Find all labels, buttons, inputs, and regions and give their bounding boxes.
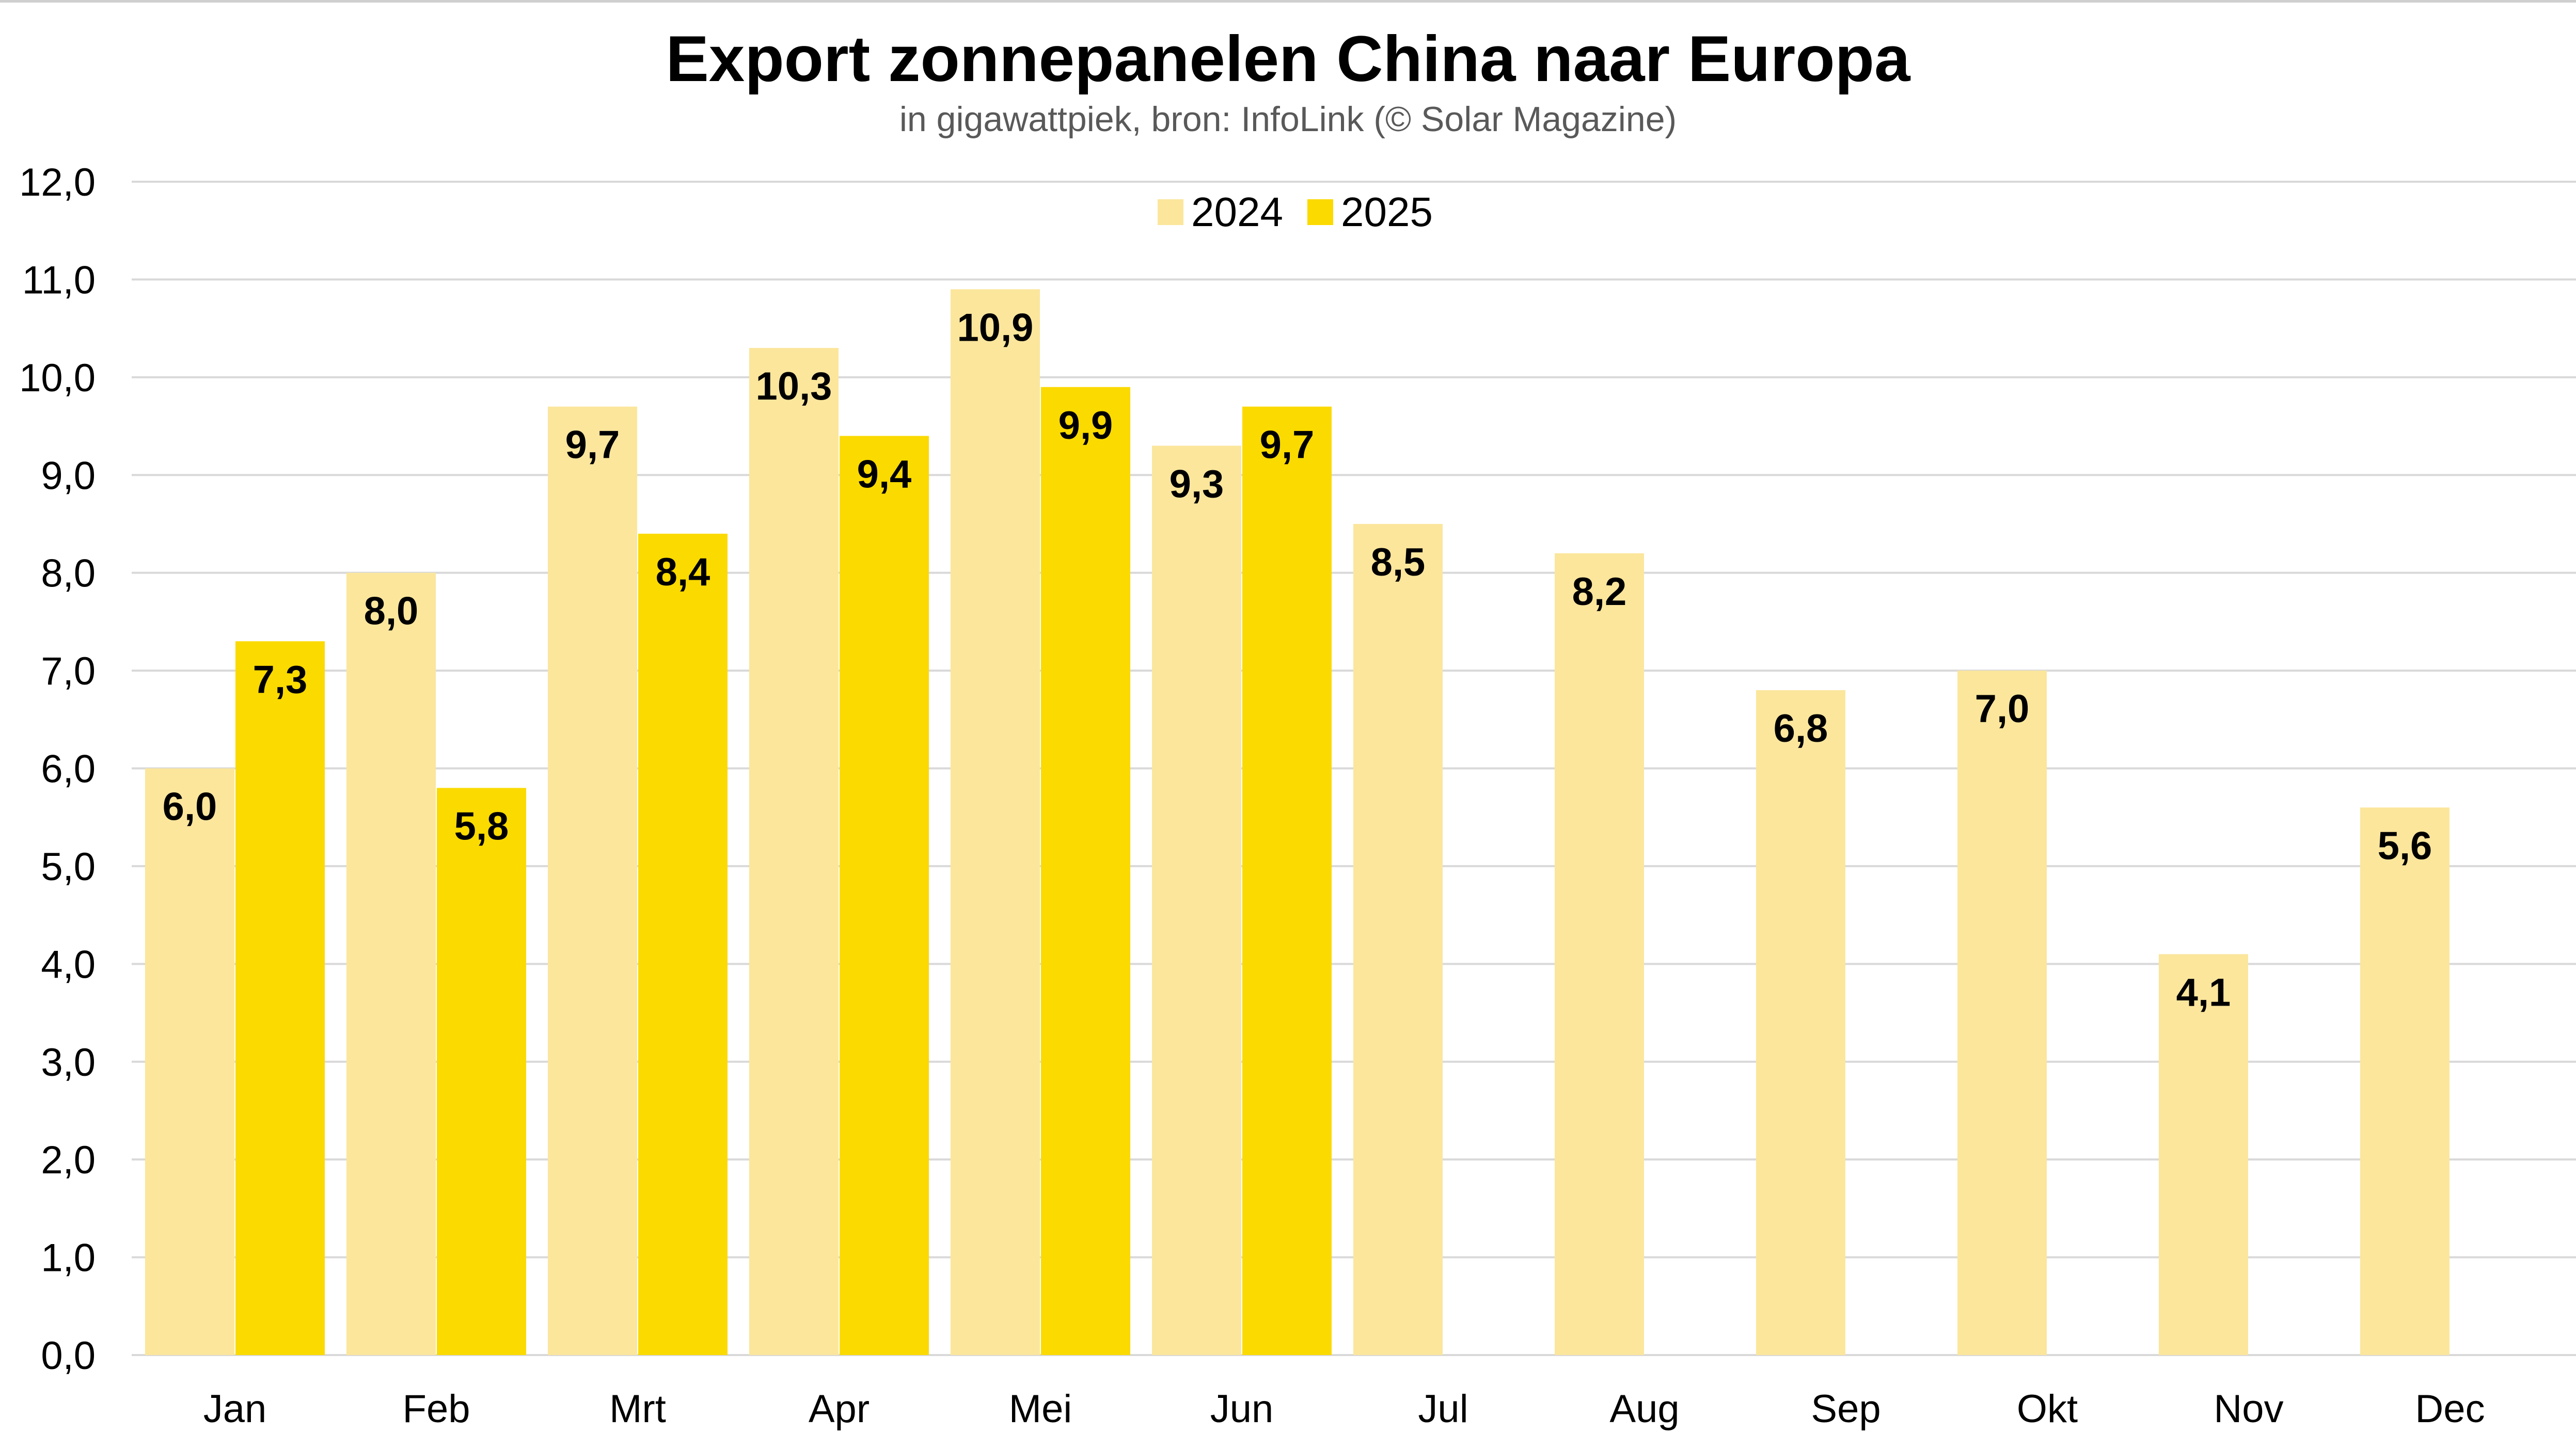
data-label-2025-jan: 7,3 xyxy=(253,658,308,702)
y-tick-label: 6,0 xyxy=(41,747,96,791)
data-labels: 6,0 7,3 8,0 5,8 9,7 8,4 10,3 9,4 10,9 9,9 9,3 9,7 8,… xyxy=(163,306,2432,1014)
x-tick-label-feb: Feb xyxy=(403,1387,470,1431)
bar-2025-feb xyxy=(437,788,526,1355)
bar-2024-aug xyxy=(1555,553,1644,1355)
bar-2025-mei xyxy=(1041,387,1130,1355)
y-tick-label: 2,0 xyxy=(41,1138,96,1182)
data-label-2024-dec: 5,6 xyxy=(2378,824,2432,868)
bar-2025-jan xyxy=(235,641,325,1355)
y-tick-label: 8,0 xyxy=(41,552,96,596)
y-tick-label: 7,0 xyxy=(41,649,96,693)
data-label-2024-aug: 8,2 xyxy=(1572,570,1627,614)
bar-2024-nov xyxy=(2159,954,2248,1355)
x-tick-label-apr: Apr xyxy=(809,1387,870,1431)
data-label-2025-feb: 5,8 xyxy=(454,804,509,848)
bar-2024-jun xyxy=(1152,445,1241,1355)
data-label-2025-apr: 9,4 xyxy=(857,452,912,496)
x-tick-label-mrt: Mrt xyxy=(609,1387,666,1431)
bar-2024-mrt xyxy=(548,406,637,1355)
y-tick-label: 1,0 xyxy=(41,1236,96,1280)
y-tick-label: 4,0 xyxy=(41,943,96,986)
data-label-2024-feb: 8,0 xyxy=(364,590,419,633)
y-tick-label: 10,0 xyxy=(19,356,96,400)
y-tick-label: 12,0 xyxy=(19,161,96,204)
x-tick-label-mei: Mei xyxy=(1009,1387,1072,1431)
y-tick-label: 3,0 xyxy=(41,1041,96,1085)
data-label-2024-jun: 9,3 xyxy=(1170,462,1224,506)
legend-swatch-2025 xyxy=(1307,199,1333,225)
x-tick-label-sep: Sep xyxy=(1811,1387,1880,1431)
x-tick-label-okt: Okt xyxy=(2017,1387,2078,1431)
y-tick-label: 5,0 xyxy=(41,845,96,889)
legend-label-2024: 2024 xyxy=(1191,189,1283,235)
x-tick-label-nov: Nov xyxy=(2214,1387,2283,1431)
data-label-2025-mrt: 8,4 xyxy=(656,550,710,594)
x-tick-label-jan: Jan xyxy=(203,1387,267,1431)
bar-2024-apr xyxy=(749,348,839,1356)
bar-2024-mei xyxy=(951,289,1040,1355)
data-label-2024-nov: 4,1 xyxy=(2176,970,2231,1014)
y-tick-label: 11,0 xyxy=(22,258,96,302)
top-rule xyxy=(0,0,2576,3)
data-label-2024-okt: 7,0 xyxy=(1975,687,2030,731)
x-tick-label-aug: Aug xyxy=(1609,1387,1679,1431)
chart-title: Export zonnepanelen China naar Europa xyxy=(666,23,1910,95)
bar-2024-dec xyxy=(2360,807,2449,1355)
data-label-2024-jul: 8,5 xyxy=(1371,540,1426,584)
bar-2024-jul xyxy=(1353,523,1443,1356)
x-tick-label-jun: Jun xyxy=(1210,1387,1274,1431)
bar-2025-mrt xyxy=(638,533,728,1355)
bars xyxy=(145,289,2449,1356)
x-tick-label-dec: Dec xyxy=(2415,1387,2485,1431)
data-label-2024-mei: 10,9 xyxy=(957,306,1034,349)
bar-2025-jun xyxy=(1242,406,1332,1355)
data-label-2025-jun: 9,7 xyxy=(1260,423,1315,467)
bar-2024-feb xyxy=(346,572,436,1355)
chart-subtitle: in gigawattpiek, bron: InfoLink (© Solar… xyxy=(899,100,1677,139)
legend-swatch-2024 xyxy=(1158,199,1183,225)
data-label-2024-mrt: 9,7 xyxy=(565,423,620,467)
legend-label-2025: 2025 xyxy=(1341,189,1433,235)
x-tick-label-jul: Jul xyxy=(1418,1387,1468,1431)
bar-2024-okt xyxy=(1957,671,2047,1355)
bar-2025-apr xyxy=(840,436,929,1355)
bar-2024-sep xyxy=(1756,690,1845,1355)
data-label-2024-sep: 6,8 xyxy=(1774,707,1828,751)
data-label-2025-mei: 9,9 xyxy=(1058,404,1113,448)
y-tick-label: 9,0 xyxy=(41,454,96,498)
data-label-2024-jan: 6,0 xyxy=(163,785,217,829)
data-label-2024-apr: 10,3 xyxy=(756,364,832,408)
y-tick-label: 0,0 xyxy=(41,1334,96,1378)
x-axis: Jan Feb Mrt Apr Mei Jun Jul Aug Sep Okt Nov Dec xyxy=(203,1387,2485,1431)
bar-2024-jan xyxy=(145,768,234,1355)
legend: 2024 2025 xyxy=(1158,189,1433,235)
y-axis: 0,0 1,0 2,0 3,0 4,0 5,0 6,0 7,0 8,0 9,0 10,0 11,0 12… xyxy=(19,161,96,1378)
